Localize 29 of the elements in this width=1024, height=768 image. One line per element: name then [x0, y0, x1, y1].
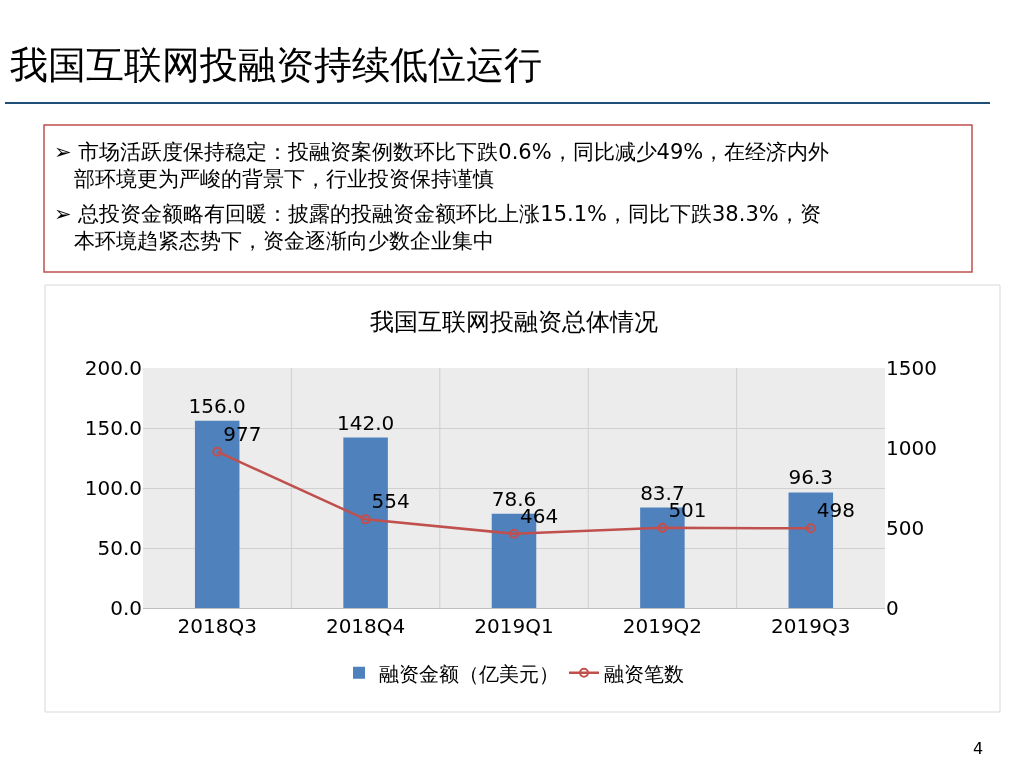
text: 4 [973, 739, 984, 758]
y-tick-label: 50.0 [97, 536, 142, 560]
y2-tick-label: 0 [886, 596, 899, 620]
x-tick-label: 2019Q2 [622, 614, 703, 638]
y-tick-label: 100.0 [84, 476, 142, 500]
point [509, 528, 519, 539]
x-tick-label: 2018Q3 [177, 614, 257, 638]
point [360, 514, 371, 525]
y-tick-label: 150.0 [84, 416, 142, 440]
chart-title: 我国互联网投融资持续低位运行 [10, 43, 543, 88]
text: ➢ 市场活跃度保持稳定：投融资案例数环比下跌0.6%，同比减少49%，在经济内外部环境更为严峻的背景下，行业投资保持谨慎 [54, 140, 830, 192]
data-label: 156.0 [188, 393, 246, 418]
point [805, 523, 816, 534]
y2-tick-label: 1500 [886, 356, 937, 380]
y-tick-label: 0.0 [110, 596, 142, 620]
data-label: 96.3 [788, 465, 834, 490]
point [212, 446, 223, 457]
point [657, 522, 668, 533]
data-label: 142.0 [336, 410, 395, 435]
y-tick-label: 200.0 [84, 356, 142, 380]
y2-tick-label: 1000 [886, 436, 937, 460]
x-tick-label: 2019Q3 [771, 614, 851, 638]
chart-subtitle: 我国互联网投融资总体情况 [370, 308, 658, 336]
y2-tick-label: 500 [886, 516, 925, 540]
legend-label: 融资金额（亿美元） [379, 661, 559, 686]
x-tick-label: 2018Q4 [325, 614, 406, 638]
legend-label: 融资笔数 [604, 661, 684, 686]
x-tick-label: 2019Q1 [474, 614, 554, 638]
text: ➢ 总投资金额略有回暖：披露的投融资金额环比上涨15.1%，同比下跌38.3%，资本环境趋紧态势下，资金逐渐向少数企业集中 [54, 202, 821, 254]
